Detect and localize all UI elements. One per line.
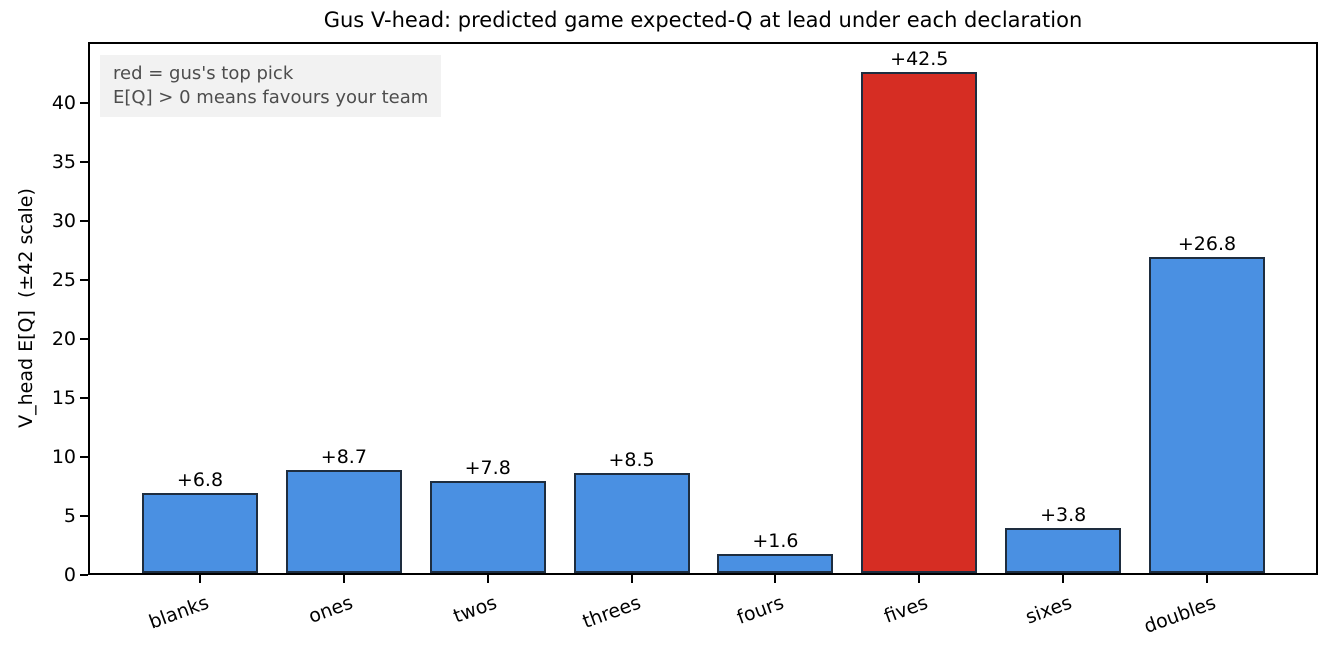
bar-value-label: +6.8 <box>176 468 224 491</box>
y-tick-mark <box>80 397 88 400</box>
y-tick-label: 5 <box>63 505 76 528</box>
x-tick-label-sixes: sixes <box>1022 591 1075 629</box>
x-tick-mark <box>1206 575 1209 583</box>
bar-value-label: +3.8 <box>1040 504 1087 527</box>
x-tick-mark <box>342 575 345 583</box>
bar-fours[interactable] <box>717 554 834 573</box>
x-tick-mark <box>630 575 633 583</box>
y-tick-mark <box>80 161 88 164</box>
x-tick-label-blanks: blanks <box>146 591 212 634</box>
annotation-box: red = gus's top pick E[Q] > 0 means favo… <box>100 55 442 117</box>
x-tick-label-twos: twos <box>450 591 500 628</box>
y-tick-mark <box>80 515 88 518</box>
plot-area: red = gus's top pick E[Q] > 0 means favo… <box>88 42 1318 575</box>
y-tick-mark <box>80 102 88 105</box>
x-tick-label-threes: threes <box>579 591 644 633</box>
bar-sixes[interactable] <box>1005 528 1122 573</box>
x-tick-mark <box>774 575 777 583</box>
y-tick-label: 15 <box>51 387 76 410</box>
x-tick-mark <box>199 575 201 583</box>
bar-blanks[interactable] <box>142 492 258 573</box>
y-tick-label: 20 <box>51 328 76 351</box>
y-tick-label: 25 <box>51 269 76 292</box>
x-tick-mark <box>486 575 489 583</box>
bar-ones[interactable] <box>285 470 402 573</box>
bar-value-label: +1.6 <box>752 530 799 553</box>
bar-twos[interactable] <box>429 481 546 573</box>
annotation-line-1: red = gus's top pick <box>113 63 294 84</box>
y-tick-mark <box>80 279 88 282</box>
x-tick-mark <box>1062 575 1065 583</box>
y-tick-mark <box>80 220 88 223</box>
y-tick-mark <box>80 574 88 576</box>
y-tick-label: 35 <box>51 151 76 174</box>
x-tick-label-fours: fours <box>734 591 788 629</box>
bar-value-label: +8.7 <box>320 446 367 469</box>
x-tick-label-ones: ones <box>305 591 356 628</box>
x-tick-label-doubles: doubles <box>1141 591 1219 638</box>
y-tick-label: 0 <box>63 564 76 586</box>
chart-title: Gus V-head: predicted game expected-Q at… <box>323 8 1083 32</box>
y-tick-mark <box>80 456 88 459</box>
bar-value-label: +42.5 <box>890 47 949 70</box>
bar-value-label: +8.5 <box>608 448 655 471</box>
bar-fives[interactable] <box>861 71 978 573</box>
annotation-line-2: E[Q] > 0 means favours your team <box>113 86 429 108</box>
bar-doubles[interactable] <box>1149 256 1266 573</box>
x-tick-mark <box>918 575 921 583</box>
y-tick-label: 10 <box>51 446 76 469</box>
bar-value-label: +7.8 <box>464 457 511 480</box>
y-tick-label: 30 <box>51 210 76 233</box>
bar-value-label: +26.8 <box>1177 232 1237 255</box>
bar-threes[interactable] <box>573 472 690 573</box>
y-tick-label: 40 <box>51 92 76 115</box>
y-tick-mark <box>80 338 88 341</box>
x-tick-label-fives: fives <box>881 591 932 628</box>
